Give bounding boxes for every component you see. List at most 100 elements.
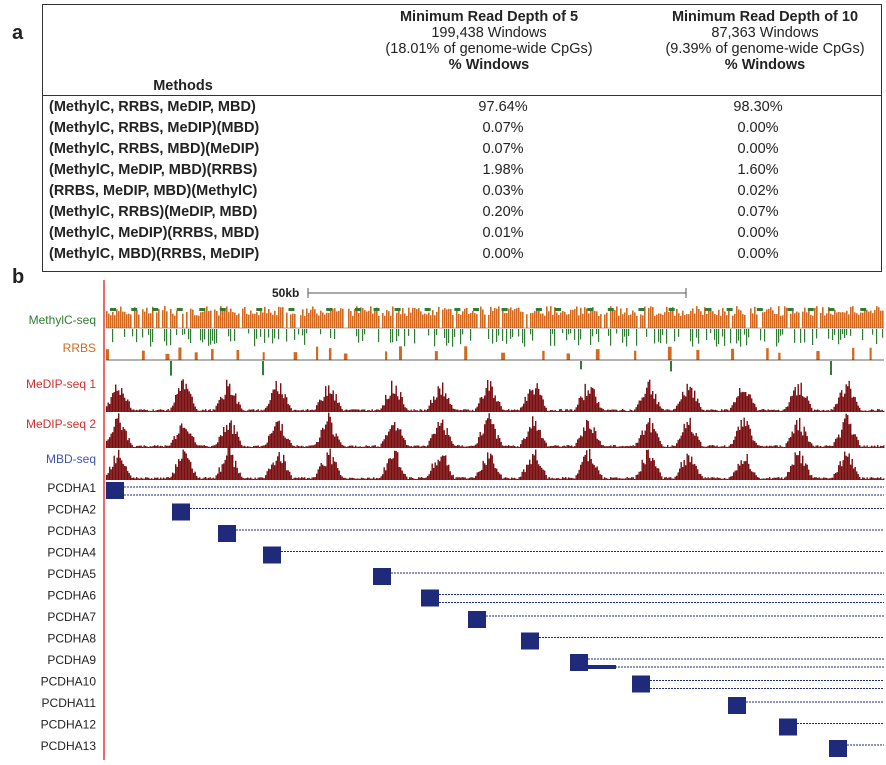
methylc-bar	[398, 308, 400, 328]
peak-bar	[283, 435, 285, 448]
row-method: (MethylC, MBD)(RRBS, MeDIP)	[49, 246, 260, 262]
peak-bar	[760, 445, 762, 448]
peak-bar	[775, 477, 777, 480]
peak-bar	[593, 464, 595, 480]
peak-bar	[467, 446, 469, 448]
peak-bar	[619, 446, 621, 448]
peak-bar	[199, 445, 201, 448]
peak-bar	[227, 429, 229, 448]
peak-bar	[278, 452, 280, 480]
peak-bar	[571, 477, 573, 480]
rrbs-neg-bar	[262, 361, 264, 376]
peak-bar	[857, 474, 859, 480]
peak-bar	[134, 478, 136, 480]
peak-bar	[350, 409, 352, 412]
peak-bar	[710, 445, 712, 448]
peak-bar	[652, 391, 654, 412]
peak-bar	[688, 455, 690, 480]
peak-bar	[821, 446, 823, 448]
peak-bar	[407, 445, 409, 448]
methylc-neg-bar	[574, 329, 576, 340]
peak-bar	[760, 478, 762, 480]
peak-bar	[782, 446, 784, 448]
peak-bar	[116, 457, 118, 480]
peak-bar	[773, 409, 775, 412]
methylc-bar	[328, 312, 330, 328]
peak-bar	[260, 409, 262, 412]
peak-bar	[181, 380, 183, 412]
peak-bar	[313, 410, 315, 412]
methylc-bar	[628, 315, 630, 328]
peak-bar	[133, 409, 135, 412]
rrbs-bar	[293, 352, 298, 360]
peak-bar	[379, 410, 381, 412]
peak-bar	[118, 390, 120, 412]
methylc-bar	[274, 310, 276, 328]
gene-exon-lower	[218, 535, 236, 542]
peak-bar	[730, 444, 732, 448]
peak-bar	[338, 439, 340, 448]
peak-bar	[149, 446, 151, 448]
peak-bar	[749, 469, 751, 480]
peak-bar	[296, 445, 298, 448]
rrbs-bar	[566, 353, 570, 360]
peak-bar	[352, 477, 354, 480]
gene-label: PCDHA5	[47, 567, 96, 581]
peak-bar	[434, 433, 436, 448]
peak-bar	[292, 445, 294, 448]
methylc-neg-bar	[268, 329, 270, 338]
peak-bar	[850, 464, 852, 480]
peak-bar	[508, 409, 510, 412]
peak-bar	[794, 452, 796, 480]
peak-bar	[482, 433, 484, 448]
methylc-bar	[568, 314, 570, 328]
peak-bar	[581, 461, 583, 480]
methylc-neg-bar	[396, 329, 398, 342]
methylc-bar	[578, 315, 580, 328]
peak-bar	[340, 442, 342, 448]
peak-bar	[317, 441, 319, 448]
peak-bar	[266, 406, 268, 412]
methylc-neg-bar	[228, 329, 230, 337]
peak-bar	[256, 410, 258, 412]
peak-bar	[404, 407, 406, 412]
methylc-neg-bar	[636, 329, 638, 346]
methylc-bar	[738, 309, 740, 328]
peak-bar	[148, 477, 150, 480]
peak-bar	[337, 467, 339, 480]
peak-bar	[589, 393, 591, 412]
peak-bar	[449, 436, 451, 448]
peak-bar	[775, 445, 777, 448]
peak-bar	[725, 409, 727, 412]
peak-bar	[629, 409, 631, 412]
peak-bar	[454, 445, 456, 448]
peak-bar	[877, 477, 879, 480]
peak-bar	[163, 477, 165, 480]
methylc-bar	[796, 311, 798, 328]
gene-exon-lower	[263, 556, 281, 564]
peak-bar	[601, 474, 603, 480]
peak-bar	[499, 401, 501, 412]
peak-bar	[301, 477, 303, 480]
methylc-neg-bar	[724, 329, 726, 346]
methylc-bar	[820, 312, 822, 328]
peak-bar	[635, 475, 637, 480]
peak-bar	[584, 430, 586, 448]
methylc-bar	[364, 310, 366, 328]
peak-bar	[188, 391, 190, 412]
methylc-bar	[336, 311, 338, 328]
methylc-bar	[772, 310, 774, 328]
methylc-bar	[584, 307, 586, 328]
peak-bar	[368, 446, 370, 448]
peak-bar	[277, 456, 279, 480]
peak-bar	[338, 470, 340, 480]
peak-bar	[230, 455, 232, 480]
peak-bar	[520, 444, 522, 448]
peak-bar	[118, 449, 120, 480]
peak-bar	[275, 422, 277, 448]
peak-bar	[415, 445, 417, 448]
peak-bar	[109, 403, 111, 412]
peak-bar	[730, 476, 732, 480]
peak-bar	[823, 446, 825, 448]
table-row: (MethylC, RRBS, MBD)(MeDIP) 0.07% 0.00%	[43, 139, 883, 160]
